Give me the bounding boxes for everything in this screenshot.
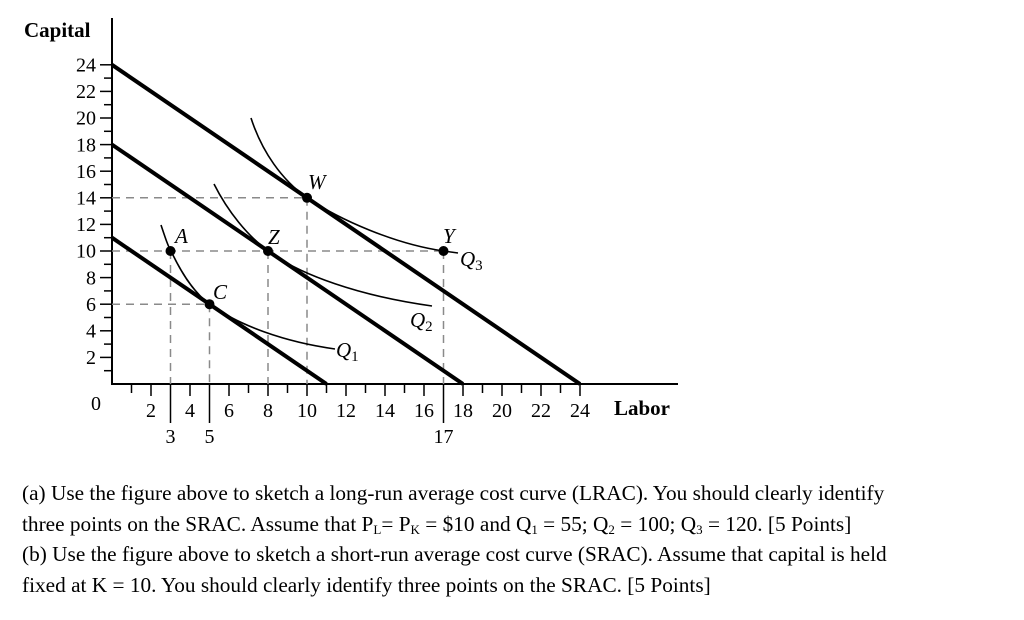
label-z: Z [268, 225, 280, 249]
isocost-line-3 [110, 63, 582, 386]
isoquant-isocost-chart: Capital Labor 0 24 22 20 18 16 14 12 10 … [24, 18, 678, 448]
origin-label: 0 [91, 393, 101, 415]
svg-text:4: 4 [185, 400, 195, 422]
svg-text:3: 3 [166, 426, 176, 448]
x-axis-title: Labor [614, 396, 670, 420]
label-q3: Q3 [460, 247, 483, 274]
svg-text:18: 18 [453, 400, 473, 422]
svg-text:8: 8 [263, 400, 273, 422]
label-q1: Q1 [336, 338, 359, 365]
svg-text:20: 20 [492, 400, 512, 422]
svg-text:16: 16 [76, 161, 96, 183]
y-tick-labels: 24 22 20 18 16 14 12 10 8 6 4 2 [76, 55, 96, 370]
question-b-line-1: (b) Use the figure above to sketch a sho… [22, 542, 887, 566]
isoquant-q3 [250, 117, 459, 254]
svg-text:12: 12 [76, 214, 96, 236]
svg-text:6: 6 [86, 294, 96, 316]
label-c: C [213, 280, 228, 304]
y-ticks [100, 64, 112, 372]
svg-text:8: 8 [86, 267, 96, 289]
svg-text:24: 24 [570, 400, 590, 422]
svg-text:22: 22 [531, 400, 551, 422]
points [165, 192, 449, 310]
svg-text:12: 12 [336, 400, 356, 422]
svg-text:6: 6 [224, 400, 234, 422]
point-c [204, 299, 215, 310]
label-q2: Q2 [410, 308, 433, 335]
isoquant-labels: Q1 Q2 Q3 [336, 247, 483, 365]
x-ticks [130, 384, 581, 423]
point-y [438, 246, 449, 256]
svg-text:10: 10 [297, 400, 317, 422]
label-w: W [308, 170, 328, 194]
question-b-line-2: fixed at K = 10. You should clearly iden… [22, 572, 711, 597]
svg-text:5: 5 [205, 426, 215, 448]
question-a-line-1: (a) Use the figure above to sketch a lon… [22, 481, 885, 505]
y-axis-title: Capital [24, 18, 91, 42]
point-w [302, 192, 312, 203]
point-z [263, 246, 273, 256]
isoquant-q1 [160, 224, 336, 350]
svg-text:14: 14 [76, 188, 96, 210]
x-tick-labels: 2 4 6 8 10 12 14 16 18 20 22 24 3 5 17 [146, 400, 590, 448]
question-text: (a) Use the figure above to sketch a lon… [22, 478, 1012, 600]
label-y: Y [443, 224, 457, 248]
question-a-line-2: three points on the SRAC. Assume that PL… [22, 511, 852, 537]
svg-text:2: 2 [146, 400, 156, 422]
isoquant-q2 [213, 183, 433, 307]
svg-text:22: 22 [76, 81, 96, 103]
svg-text:16: 16 [414, 400, 434, 422]
axes [111, 18, 678, 385]
reference-lines [112, 197, 445, 384]
point-labels: A C Z W Y [173, 170, 457, 304]
svg-text:14: 14 [375, 400, 395, 422]
svg-text:18: 18 [76, 134, 96, 156]
svg-text:24: 24 [76, 55, 96, 77]
svg-text:17: 17 [434, 426, 454, 448]
label-a: A [173, 224, 188, 248]
svg-text:20: 20 [76, 108, 96, 130]
svg-text:10: 10 [76, 241, 96, 263]
svg-text:2: 2 [86, 347, 96, 369]
svg-text:4: 4 [86, 321, 96, 343]
point-a [165, 246, 176, 256]
